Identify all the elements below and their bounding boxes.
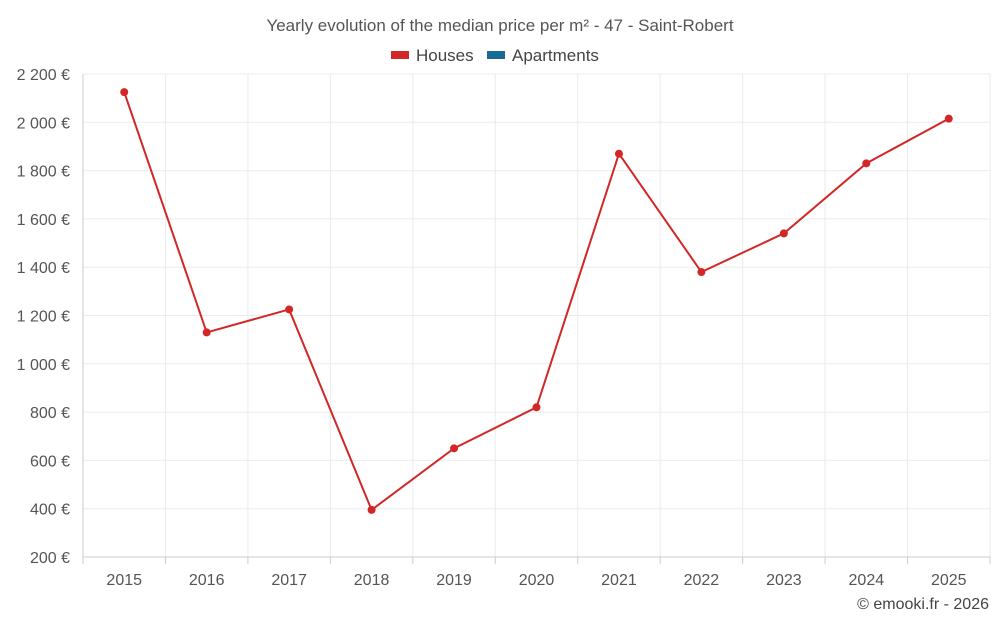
data-point[interactable] [450, 444, 459, 453]
y-tick-label: 400 € [30, 502, 70, 519]
y-tick-label: 1 000 € [17, 357, 70, 374]
x-tick-label: 2022 [684, 572, 720, 589]
legend-item-houses[interactable]: Houses [391, 46, 474, 65]
y-tick-label: 1 200 € [17, 309, 70, 326]
y-axis-ticks: 200 € 400 € 600 € 800 € 1 000 € 1 200 € 1 400 … [17, 67, 70, 567]
y-tick-label: 800 € [30, 405, 70, 422]
x-tick-label: 2015 [106, 572, 142, 589]
data-point[interactable] [614, 149, 623, 158]
chart-title: Yearly evolution of the median price per… [266, 16, 733, 35]
legend-swatch-apartments [487, 51, 505, 59]
credit: © emooki.fr - 2026 [857, 596, 989, 613]
data-point[interactable] [862, 159, 871, 168]
data-point[interactable] [202, 328, 211, 337]
x-tick-label: 2024 [849, 572, 885, 589]
y-tick-label: 1 400 € [17, 260, 70, 277]
data-point[interactable] [779, 229, 788, 238]
x-axis-ticks: 2015 2016 2017 2018 2019 2020 2021 2022 2023 2024… [106, 572, 966, 589]
x-tick-label: 2019 [436, 572, 472, 589]
y-tick-label: 2 200 € [17, 67, 70, 84]
series-houses [120, 88, 953, 514]
data-point[interactable] [285, 305, 294, 314]
legend-label-houses: Houses [416, 46, 474, 65]
legend: Houses Apartments [391, 46, 599, 65]
x-tick-label: 2025 [931, 572, 967, 589]
data-point[interactable] [532, 403, 541, 412]
data-point[interactable] [367, 505, 376, 514]
grid [82, 73, 991, 557]
data-point[interactable] [697, 268, 706, 277]
legend-item-apartments[interactable]: Apartments [487, 46, 599, 65]
data-point[interactable] [944, 114, 953, 123]
y-tick-label: 2 000 € [17, 115, 70, 132]
legend-swatch-houses [391, 51, 409, 59]
legend-label-apartments: Apartments [512, 46, 599, 65]
x-tick-label: 2018 [354, 572, 390, 589]
y-tick-label: 1 800 € [17, 164, 70, 181]
x-tick-label: 2016 [189, 572, 225, 589]
axes [82, 74, 991, 564]
y-tick-label: 200 € [30, 550, 70, 567]
x-tick-label: 2023 [766, 572, 802, 589]
x-tick-label: 2020 [519, 572, 555, 589]
x-tick-label: 2021 [601, 572, 637, 589]
x-tick-label: 2017 [271, 572, 307, 589]
data-point[interactable] [120, 88, 129, 97]
y-tick-label: 1 600 € [17, 212, 70, 229]
y-tick-label: 600 € [30, 453, 70, 470]
